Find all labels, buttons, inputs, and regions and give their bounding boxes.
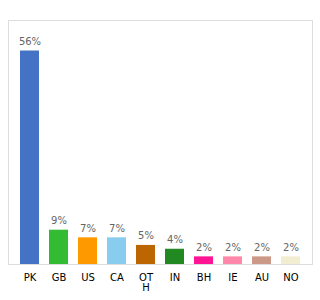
svg-text:56%: 56% [19,36,41,47]
svg-text:US: US [81,272,95,283]
svg-text:7%: 7% [109,223,125,234]
svg-text:4%: 4% [167,234,183,245]
svg-text:CA: CA [110,272,124,283]
svg-text:BH: BH [197,272,211,283]
svg-text:2%: 2% [254,242,270,253]
svg-text:GB: GB [52,272,67,283]
svg-text:2%: 2% [283,242,299,253]
svg-text:IE: IE [228,272,237,283]
svg-text:NO: NO [283,272,298,283]
svg-text:AU: AU [255,272,269,283]
svg-text:OTH: OTH [139,272,154,293]
svg-text:PK: PK [24,272,37,283]
svg-text:IN: IN [170,272,180,283]
svg-text:7%: 7% [80,223,96,234]
svg-text:9%: 9% [51,215,67,226]
svg-text:2%: 2% [196,242,212,253]
svg-text:2%: 2% [225,242,241,253]
svg-text:5%: 5% [138,230,154,241]
